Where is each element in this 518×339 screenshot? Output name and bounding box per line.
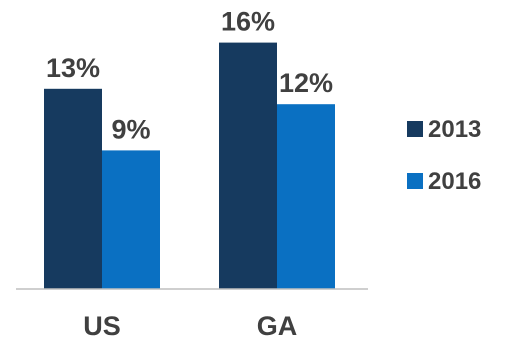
bar-ga-2013 [219,42,277,289]
category-label-ga: GA [257,311,298,339]
legend-item-2013: 2013 [407,116,481,143]
data-label-ga-2013: 16% [221,7,275,37]
bar-us-2013 [44,88,102,289]
data-label-us-2016: 9% [111,114,150,144]
legend-swatch-2016 [407,173,423,189]
data-labels-layer: 13% 9% 16% 12% [46,7,333,145]
category-label-us: US [83,311,121,339]
legend-label-2016: 2016 [428,168,481,195]
bar-ga-2016 [277,104,335,289]
bars-layer [44,42,335,289]
data-label-ga-2016: 12% [279,68,333,98]
legend: 2013 2016 [407,116,481,195]
category-labels-layer: US GA [83,311,297,339]
legend-label-2013: 2013 [428,116,481,143]
data-label-us-2013: 13% [46,53,100,83]
legend-item-2016: 2016 [407,168,481,195]
bar-us-2016 [102,150,160,289]
legend-swatch-2013 [407,121,423,137]
